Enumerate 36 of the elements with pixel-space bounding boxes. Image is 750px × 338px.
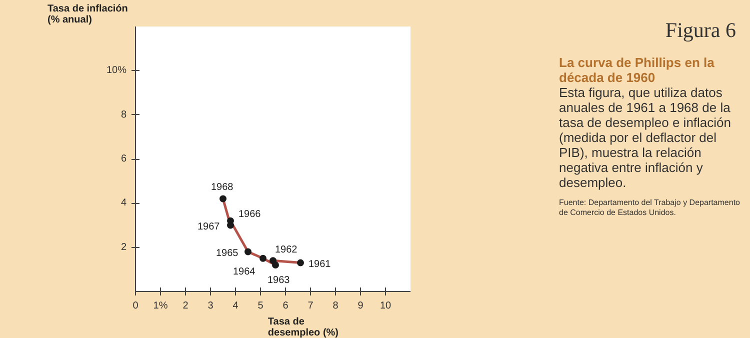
x-tick-label: 3 [208,300,214,312]
x-tick-label: 10 [380,300,392,312]
y-tick-label: 4 [120,198,127,209]
text: Figura 6 [664,17,736,44]
x-tick-label: 8 [332,300,339,312]
x-tick-label: 9 [358,300,364,312]
text: La curva de Phillips en la década de 1960 [559,55,716,85]
y-axis-title: Tasa de inflación (% anual) [48,4,128,26]
point [227,222,234,229]
annotation: 1968 [211,182,234,193]
annotation: 1962 [275,244,298,256]
y-tick-label: 8 [120,109,127,120]
x-tick-label: 5 [258,300,264,312]
annotation: 1963 [268,275,290,286]
x-tick-label: 7 [308,300,314,312]
y-tick-label: 6 [120,154,127,164]
point [244,248,252,256]
x-tick-label: 1% [153,300,168,312]
x-tick-label: 4 [232,300,239,312]
point [260,254,266,262]
x-tick-label: 6 [282,300,289,312]
annotation: 1967 [198,221,220,232]
annotation: 1961 [308,258,332,270]
annotation: 1964 [233,266,256,278]
x-tick-label: 0 [132,300,139,312]
point [297,259,304,266]
point [220,195,226,202]
point [272,262,279,268]
x-tick-label: 2 [182,300,189,312]
source-note: Fuente: Departamento del Trabajo y Departamento de Comercio de Estados Unidos. [559,198,741,218]
y-tick-label: 10% [106,65,127,76]
annotation: 1965 [216,248,239,259]
y-tick-label: 2 [120,242,127,253]
annotation: 1966 [238,208,262,220]
x-axis-title: Tasa de desempleo (%) [268,316,339,338]
text: Esta figura, que utiliza datos anuales de 1961 a 1968 de la tasa de desempleo e inflación (medida por el deflactor del PIB), muestra la relación negativa entre inflación y desempleo. [559,85,732,190]
